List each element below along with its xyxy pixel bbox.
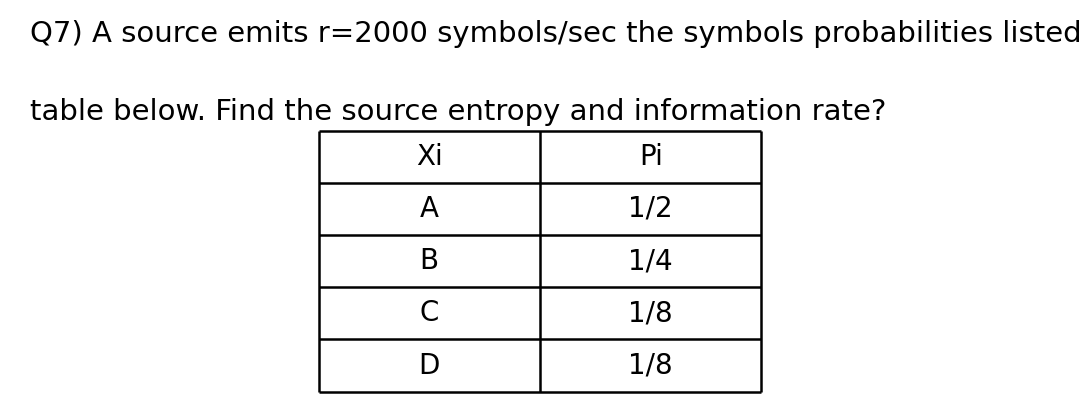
Text: table below. Find the source entropy and information rate?: table below. Find the source entropy and… bbox=[30, 98, 887, 126]
Text: 1/4: 1/4 bbox=[629, 247, 673, 275]
Text: Q7) A source emits r=2000 symbols/sec the symbols probabilities listed in the: Q7) A source emits r=2000 symbols/sec th… bbox=[30, 20, 1080, 49]
Text: D: D bbox=[419, 352, 440, 379]
Text: B: B bbox=[420, 247, 438, 275]
Text: C: C bbox=[420, 299, 438, 327]
Text: Pi: Pi bbox=[638, 143, 663, 171]
Text: Xi: Xi bbox=[416, 143, 443, 171]
Text: A: A bbox=[420, 195, 438, 223]
Text: 1/8: 1/8 bbox=[629, 352, 673, 379]
Text: 1/8: 1/8 bbox=[629, 299, 673, 327]
Text: 1/2: 1/2 bbox=[629, 195, 673, 223]
